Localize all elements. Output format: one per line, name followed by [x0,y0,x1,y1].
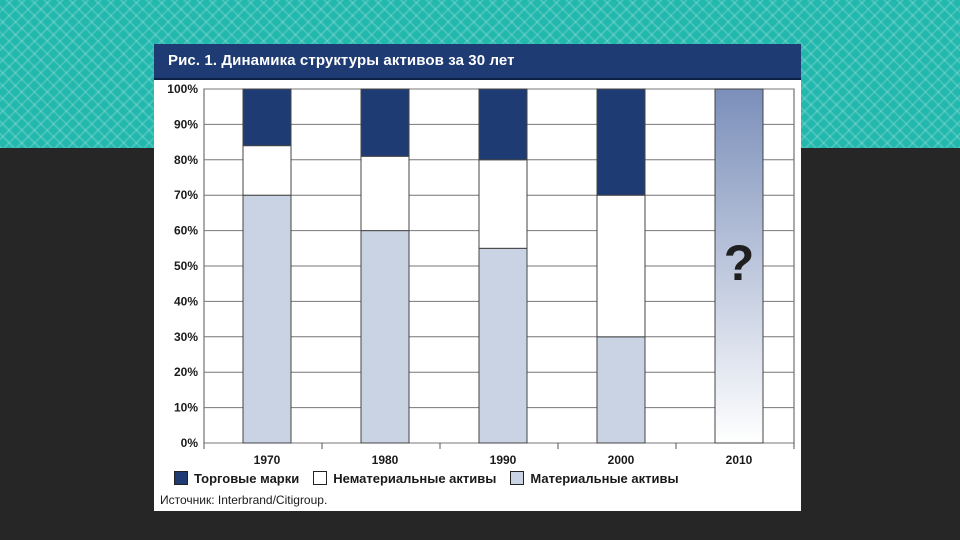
x-tick-label: 1970 [254,453,281,464]
bar-segment-intangible-1990 [478,159,528,249]
legend-item-intangible: Нематериальные активы [313,471,496,486]
y-tick-label: 50% [174,259,198,273]
x-tick-label: 1980 [372,453,399,464]
y-tick-label: 70% [174,188,198,202]
y-tick-label: 90% [174,117,198,131]
legend-label-brands: Торговые марки [194,470,300,486]
bar-unknown-label: ? [724,235,755,291]
x-tick-label: 2000 [608,453,635,464]
x-tick-label: 2010 [726,453,753,464]
bar-segment-intangible-2000 [596,194,646,338]
bar-segment-tangible-1970 [242,194,292,444]
bar-unknown-2010 [714,88,764,444]
y-tick-label: 40% [174,294,198,308]
bar-segment-intangible-1970 [242,145,292,196]
bar-segment-brands-1970 [242,88,292,147]
y-tick-label: 100% [167,82,198,96]
legend-swatch-tangible [510,471,525,485]
y-tick-label: 80% [174,153,198,167]
y-tick-label: 60% [174,224,198,238]
y-tick-label: 0% [181,436,199,450]
bar-segment-tangible-1990 [478,247,528,444]
chart-title: Рис. 1. Динамика структуры активов за 30… [154,44,801,80]
legend-swatch-intangible [313,471,328,485]
legend-item-brands: Торговые марки [174,471,299,486]
legend-label-tangible: Материальные активы [530,470,679,486]
bar-segment-brands-2000 [596,88,646,196]
y-tick-label: 30% [174,330,198,344]
bar-segment-tangible-2000 [596,336,646,444]
y-tick-label: 10% [174,401,198,415]
bar-segment-tangible-1980 [360,230,410,444]
legend-item-tangible: Материальные активы [510,470,679,486]
bar-segment-brands-1990 [478,88,528,161]
x-tick-label: 1990 [490,453,517,464]
y-tick-label: 20% [174,365,198,379]
stacked-bar-chart: 0% 10% 20% 30% 40% 50% 60% 70% 80% 90% 100% 1970 198… [167,82,795,464]
bar-segment-brands-1980 [360,88,410,157]
chart-figure: Рис. 1. Динамика структуры активов за 30… [154,44,801,511]
source-note: Источник: Interbrand/Citigroup. [160,493,328,507]
chart-legend: Торговые марки Нематериальные активы Мат… [174,467,679,489]
bar-segment-intangible-1980 [360,155,410,232]
legend-swatch-brands [174,471,188,485]
legend-label-intangible: Нематериальные активы [333,470,497,486]
